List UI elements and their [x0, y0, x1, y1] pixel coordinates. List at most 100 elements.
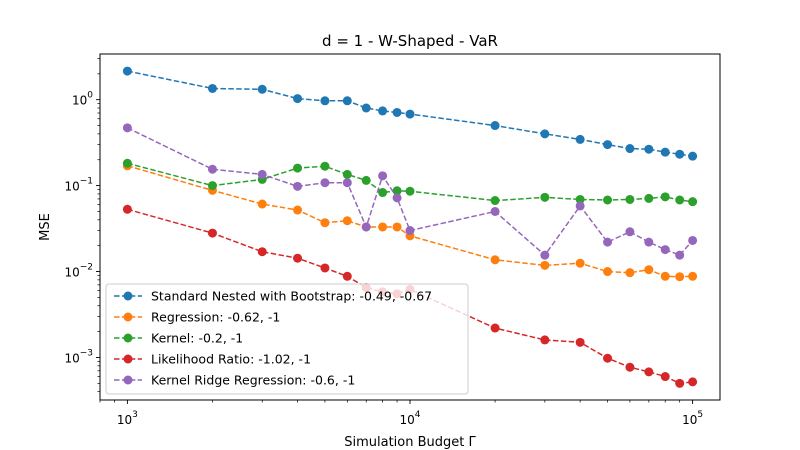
- data-point: [320, 161, 330, 171]
- y-axis-label: MSE: [38, 213, 53, 241]
- data-point: [122, 158, 132, 168]
- plot-area: [122, 66, 698, 388]
- data-point: [603, 195, 613, 205]
- data-point: [342, 178, 352, 188]
- data-point: [257, 169, 267, 179]
- data-point: [342, 169, 352, 179]
- data-point: [207, 83, 217, 93]
- data-point: [392, 222, 402, 232]
- data-point: [625, 194, 635, 204]
- data-point: [688, 271, 698, 281]
- data-point: [361, 175, 371, 185]
- data-point: [405, 109, 415, 119]
- data-point: [293, 181, 303, 191]
- legend-entry: Regression: -0.62, -1: [114, 310, 280, 325]
- data-point: [603, 267, 613, 277]
- data-point: [575, 201, 585, 211]
- data-point: [490, 121, 500, 131]
- data-point: [342, 271, 352, 281]
- legend-marker: [123, 354, 133, 364]
- data-point: [490, 196, 500, 206]
- data-point: [540, 260, 550, 270]
- x-tick-label: 105: [682, 410, 703, 427]
- data-point: [540, 250, 550, 260]
- legend: Standard Nested with Bootstrap: -0.49, -…: [105, 283, 469, 395]
- y-tick-label: 10−3: [64, 348, 93, 365]
- data-point: [490, 206, 500, 216]
- data-point: [378, 171, 388, 181]
- series-3: [122, 158, 698, 207]
- legend-marker: [123, 312, 133, 322]
- data-point: [257, 199, 267, 209]
- data-point: [540, 129, 550, 139]
- data-point: [688, 151, 698, 161]
- series-5: [122, 123, 698, 260]
- data-point: [644, 144, 654, 154]
- x-tick-label: 104: [399, 410, 420, 427]
- legend-marker: [123, 333, 133, 343]
- data-point: [540, 192, 550, 202]
- legend-marker: [123, 375, 133, 385]
- data-point: [378, 188, 388, 198]
- data-point: [122, 66, 132, 76]
- data-point: [660, 147, 670, 157]
- data-point: [378, 106, 388, 116]
- data-point: [293, 94, 303, 104]
- data-point: [405, 186, 415, 196]
- legend-box: [105, 283, 469, 395]
- data-point: [490, 323, 500, 333]
- data-point: [675, 250, 685, 260]
- data-point: [392, 107, 402, 117]
- data-point: [603, 237, 613, 247]
- data-point: [293, 163, 303, 173]
- data-point: [575, 258, 585, 268]
- data-point: [625, 362, 635, 372]
- legend-entry: Likelihood Ratio: -1.02, -1: [114, 352, 311, 367]
- data-point: [660, 192, 670, 202]
- data-point: [675, 195, 685, 205]
- data-point: [625, 268, 635, 278]
- data-point: [675, 272, 685, 282]
- x-axis-label: Simulation Budget Γ: [344, 435, 476, 450]
- data-point: [257, 247, 267, 257]
- data-point: [378, 222, 388, 232]
- data-point: [575, 194, 585, 204]
- data-point: [342, 96, 352, 106]
- data-point: [361, 103, 371, 113]
- data-point: [490, 255, 500, 265]
- data-point: [660, 372, 670, 382]
- data-point: [660, 271, 670, 281]
- y-tick-label: 10−1: [64, 177, 93, 194]
- data-point: [675, 149, 685, 159]
- data-point: [207, 164, 217, 174]
- data-point: [644, 237, 654, 247]
- data-point: [320, 263, 330, 273]
- data-point: [342, 216, 352, 226]
- data-point: [575, 134, 585, 144]
- data-point: [320, 218, 330, 228]
- data-point: [660, 245, 670, 255]
- data-point: [293, 205, 303, 215]
- legend-label: Regression: -0.62, -1: [151, 310, 280, 325]
- data-point: [688, 377, 698, 387]
- axes: 103 104 105 10−3 10−2 10−1 100: [64, 53, 721, 427]
- data-point: [603, 353, 613, 363]
- data-point: [675, 378, 685, 388]
- y-tick-label: 10−2: [64, 263, 93, 280]
- data-point: [392, 186, 402, 196]
- legend-label: Standard Nested with Bootstrap: -0.49, -…: [151, 289, 432, 304]
- legend-entry: Kernel: -0.2, -1: [114, 331, 243, 346]
- data-point: [625, 144, 635, 154]
- series-1: [122, 66, 698, 161]
- data-point: [688, 197, 698, 207]
- data-point: [405, 226, 415, 236]
- data-point: [320, 96, 330, 106]
- legend-entry: Kernel Ridge Regression: -0.6, -1: [114, 373, 355, 388]
- legend-label: Kernel Ridge Regression: -0.6, -1: [151, 373, 355, 388]
- data-point: [293, 253, 303, 263]
- data-point: [644, 265, 654, 275]
- data-point: [644, 367, 654, 377]
- data-point: [603, 140, 613, 150]
- data-point: [122, 123, 132, 133]
